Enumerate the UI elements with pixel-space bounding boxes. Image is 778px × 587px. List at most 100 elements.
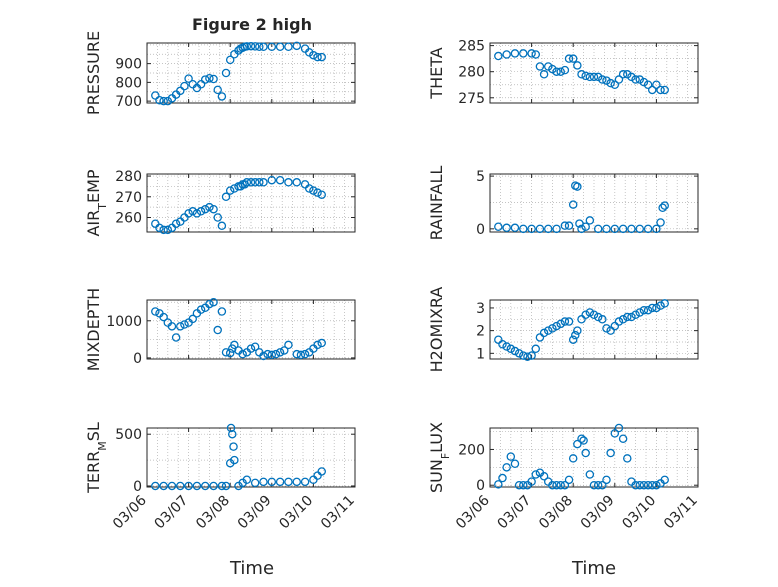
data-point <box>494 222 503 231</box>
data-point <box>623 454 632 463</box>
data-point <box>205 202 214 212</box>
data-point <box>267 477 277 487</box>
data-point <box>250 342 260 352</box>
data-point <box>656 301 665 310</box>
data-point <box>205 299 214 309</box>
data-point <box>502 223 511 233</box>
data-point <box>250 478 260 488</box>
y-axis-label: THETA <box>427 47 446 99</box>
data-point <box>581 222 590 231</box>
data-point <box>506 452 516 461</box>
data-point <box>230 340 239 350</box>
data-point <box>246 344 256 353</box>
data-point <box>602 76 611 85</box>
data-point <box>610 224 620 234</box>
data-point <box>263 349 272 359</box>
data-point <box>556 319 565 329</box>
data-point <box>246 41 256 51</box>
data-point <box>564 475 574 485</box>
data-point <box>589 310 599 319</box>
data-point <box>635 308 645 317</box>
subplot-pressure: 700 800 900 PRESSURE <box>84 31 356 115</box>
data-point <box>660 85 669 95</box>
data-point <box>652 480 661 490</box>
data-point <box>242 178 252 187</box>
data-point <box>581 448 590 458</box>
data-point <box>535 224 545 234</box>
data-point <box>543 326 553 335</box>
y-axis-label: TERRMSL <box>84 422 109 494</box>
data-point <box>271 349 281 359</box>
subplot-theta: 275 280 285 THETA <box>427 39 699 107</box>
data-point <box>510 49 520 58</box>
data-point <box>236 182 245 191</box>
y-tick-label: 0 <box>476 222 485 238</box>
data-point <box>259 351 268 361</box>
subplot-grid: 700 800 900 PRESSURE 275 280 285 THETA 260 270 280… <box>84 31 701 532</box>
data-point <box>317 52 326 62</box>
y-tick-label: 280 <box>115 169 142 185</box>
data-point <box>556 67 565 76</box>
data-point <box>543 62 553 71</box>
data-point <box>571 330 580 340</box>
axes-box <box>146 427 356 488</box>
data-point <box>610 429 620 438</box>
data-point <box>568 335 578 344</box>
data-point <box>564 221 574 230</box>
data-point <box>623 312 632 322</box>
data-point <box>647 480 657 490</box>
data-point <box>313 471 322 480</box>
data-point <box>585 308 595 317</box>
data-point <box>259 42 268 52</box>
data-point <box>593 72 603 82</box>
data-point <box>275 175 285 185</box>
data-point <box>660 475 669 485</box>
data-point <box>192 481 202 491</box>
data-point <box>317 467 326 476</box>
data-point <box>300 349 310 359</box>
data-point <box>184 481 193 491</box>
subplot-h2omixra: 1 2 3 H2OMIXRA <box>427 287 699 372</box>
data-point <box>556 480 565 490</box>
data-point <box>535 62 545 71</box>
x-tick-label: 03/08 <box>193 493 233 533</box>
data-point <box>155 223 164 233</box>
axes-box <box>146 299 356 360</box>
data-point <box>631 480 640 490</box>
axes-box <box>489 42 699 104</box>
y-axis-label-tail: EMP <box>84 169 103 203</box>
data-point <box>643 480 653 490</box>
data-point <box>238 349 247 359</box>
data-point <box>618 315 628 324</box>
data-point <box>573 182 582 191</box>
data-point <box>614 317 624 326</box>
y-axis-label: RAINFALL <box>427 166 446 241</box>
data-point <box>259 178 268 187</box>
data-point <box>564 54 574 63</box>
data-point <box>300 477 310 487</box>
data-point <box>527 224 536 234</box>
data-point <box>577 224 586 234</box>
data-point <box>527 477 536 486</box>
y-tick-label: 0 <box>133 479 142 495</box>
data-point <box>250 178 260 187</box>
data-point <box>519 351 528 360</box>
data-point <box>159 481 168 491</box>
x-tick-label: 03/11 <box>661 493 701 533</box>
x-tick-label: 03/10 <box>619 493 659 533</box>
data-point <box>255 178 264 187</box>
data-point <box>598 480 607 490</box>
y-axis-label-sub: F <box>439 453 452 459</box>
data-point <box>171 333 181 342</box>
data-point <box>527 351 536 360</box>
data-point <box>209 204 218 214</box>
data-point <box>259 477 268 487</box>
data-point <box>151 481 160 491</box>
data-point <box>614 75 624 84</box>
data-point <box>280 346 289 355</box>
data-point <box>217 92 227 101</box>
data-point <box>151 307 160 316</box>
data-point <box>155 95 164 105</box>
y-axis-label-tail: SL <box>84 422 103 441</box>
data-point <box>205 74 214 83</box>
